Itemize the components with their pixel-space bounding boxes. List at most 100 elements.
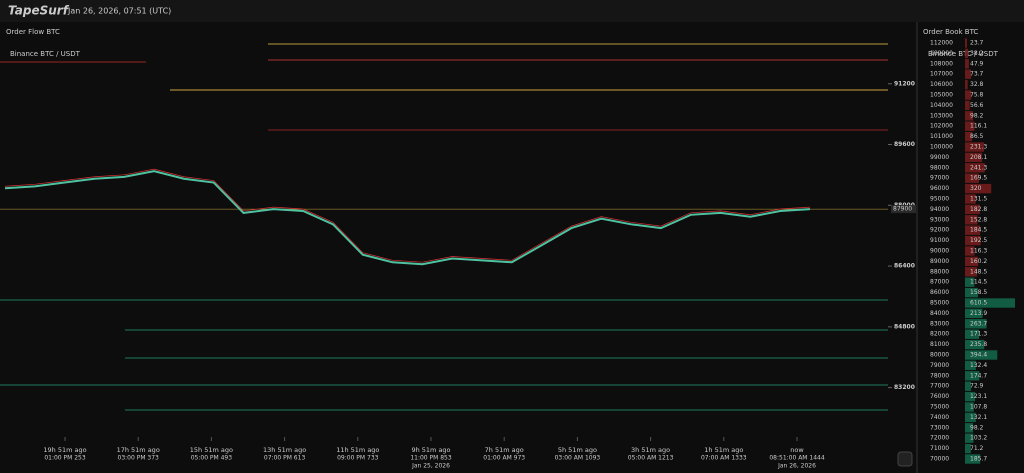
- book-price: 112000: [930, 40, 953, 47]
- price-label: 86400: [894, 263, 915, 270]
- book-price: 100000: [930, 144, 953, 151]
- book-size: 610.5: [970, 300, 987, 307]
- book-size: 71.2: [970, 445, 984, 452]
- book-bar: [965, 454, 981, 464]
- book-bar: [965, 38, 967, 48]
- book-size: 114.5: [970, 279, 987, 286]
- book-size: 192.5: [970, 237, 987, 244]
- book-bar: [965, 287, 978, 298]
- book-size: 132.4: [970, 362, 987, 369]
- book-size: 231.3: [970, 144, 987, 151]
- book-price: 85000: [930, 300, 949, 307]
- book-size: 182.8: [970, 206, 987, 213]
- book-price: 99000: [930, 154, 949, 161]
- book-size: 47.9: [970, 60, 984, 67]
- price-line: [4, 170, 811, 266]
- order-levels: [0, 43, 888, 411]
- book-price: 90000: [930, 248, 949, 255]
- time-ago: 13h 51m ago: [263, 446, 306, 454]
- book-price: 101000: [930, 133, 953, 140]
- book-bar: [965, 402, 974, 412]
- book-size: 107.8: [970, 404, 987, 411]
- book-bar: [965, 131, 973, 142]
- book-price: 88000: [930, 268, 949, 275]
- book-price: 97000: [930, 175, 949, 182]
- book-bar: [965, 339, 985, 350]
- book-bar: [965, 329, 980, 339]
- price-label: 84800: [894, 323, 915, 330]
- time-date: Jan 26, 2026: [777, 463, 816, 470]
- book-price: 72000: [930, 435, 949, 442]
- book-bar: [965, 371, 980, 381]
- book-price: 96000: [930, 185, 949, 192]
- book-price: 70000: [930, 456, 949, 463]
- book-price: 87000: [930, 279, 949, 286]
- book-price: 79000: [930, 362, 949, 369]
- book-size: 98.2: [970, 112, 984, 119]
- time-ago: now: [790, 446, 804, 454]
- book-size: 241.3: [970, 164, 987, 171]
- symbol[interactable]: Binance BTC / USDT: [10, 50, 81, 58]
- time-stamp: 05:00 PM 493: [191, 455, 233, 462]
- book-price: 93000: [930, 216, 949, 223]
- book-bar: [965, 256, 979, 267]
- book-price: 84000: [930, 310, 949, 317]
- book-price: 74000: [930, 414, 949, 421]
- time-stamp: 01:00 AM 973: [483, 455, 525, 462]
- book-bar: [965, 381, 971, 391]
- time-date: Jan 25, 2026: [411, 463, 450, 470]
- book-bar: [965, 225, 981, 235]
- time-ago: 17h 51m ago: [117, 446, 160, 454]
- book-price: 105000: [930, 92, 953, 99]
- book-price: 102000: [930, 123, 953, 130]
- book-size: 131.5: [970, 196, 987, 203]
- book-price: 107000: [930, 71, 953, 78]
- time-stamp: 11:00 PM 853: [410, 455, 452, 462]
- book-price: 75000: [930, 404, 949, 411]
- time-stamp: 03:00 PM 373: [118, 455, 160, 462]
- book-size: 56.6: [970, 102, 984, 109]
- book-price: 92000: [930, 227, 949, 234]
- book-size: 169.5: [970, 175, 987, 182]
- book-size: 320: [970, 185, 982, 192]
- book-bar: [965, 350, 998, 360]
- symbol[interactable]: Binance BTC / USDT: [928, 50, 999, 58]
- current-price: 87900: [893, 206, 912, 213]
- book-size: 208.1: [970, 154, 987, 161]
- book-size: 86.5: [970, 133, 984, 140]
- book-bar: [965, 142, 984, 152]
- book-bar: [965, 277, 975, 287]
- book-bar: [965, 194, 976, 204]
- book-size: 72.9: [970, 383, 984, 390]
- book-price: 73000: [930, 424, 949, 431]
- book-size: 38.2: [970, 50, 984, 57]
- book-bar: [965, 412, 976, 423]
- reset-button[interactable]: [897, 451, 913, 467]
- top-bar: [0, 0, 1024, 22]
- book-price: 89000: [930, 258, 949, 265]
- book-size: 185.7: [970, 456, 987, 463]
- book-bar: [965, 69, 972, 79]
- book-size: 75.8: [970, 92, 984, 99]
- book-bar: [965, 173, 979, 183]
- book-size: 152.8: [970, 216, 987, 223]
- book-price: 106000: [930, 81, 953, 88]
- book-price: 86000: [930, 289, 949, 296]
- book-price: 91000: [930, 237, 949, 244]
- time-ago: 19h 51m ago: [43, 446, 86, 454]
- price-label: 91200: [894, 80, 915, 87]
- book-size: 263.7: [970, 320, 987, 327]
- book-bar: [965, 48, 969, 59]
- book-bar: [965, 308, 983, 319]
- panel-title: Order Flow BTC: [6, 28, 60, 36]
- time-ago: 15h 51m ago: [190, 446, 233, 454]
- book-price: 78000: [930, 372, 949, 379]
- book-price: 76000: [930, 393, 949, 400]
- book-bar: [965, 319, 987, 329]
- brand[interactable]: TapeSurf: [8, 4, 70, 18]
- price-line-edge: [4, 168, 811, 263]
- book-price: 104000: [930, 102, 953, 109]
